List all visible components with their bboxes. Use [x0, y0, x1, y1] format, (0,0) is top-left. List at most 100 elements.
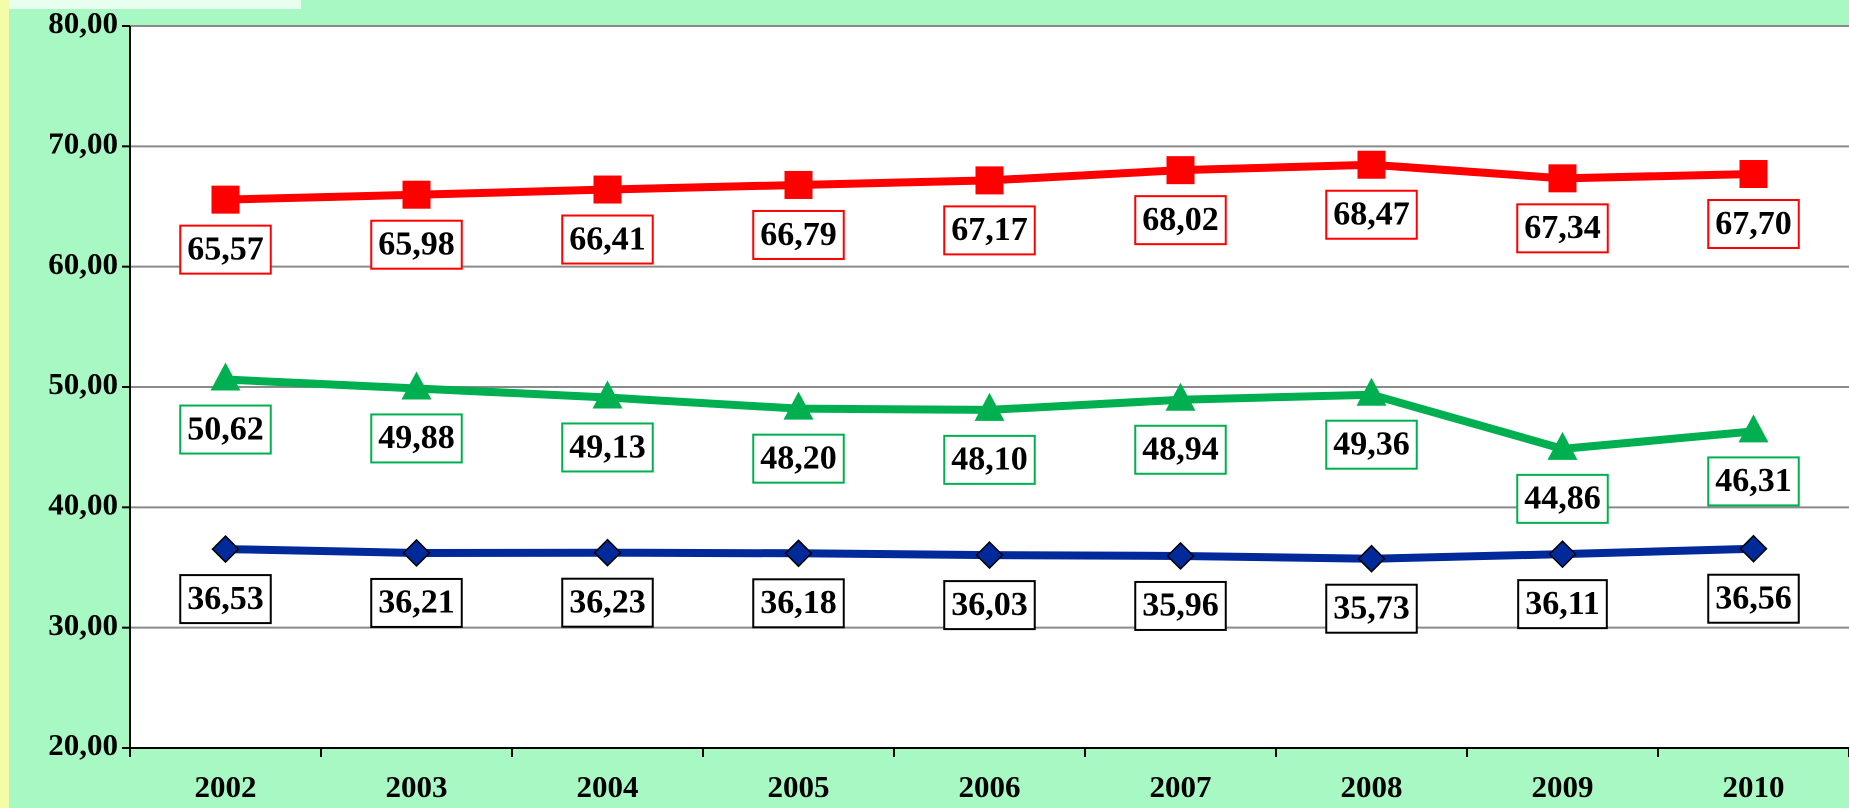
data-label: 66,79 — [760, 216, 837, 253]
data-label-box — [370, 413, 463, 464]
marker — [1165, 382, 1196, 411]
y-tick-label: 30,00 — [48, 607, 118, 642]
marker — [974, 392, 1005, 421]
data-label: 35,73 — [1333, 590, 1410, 627]
x-tick-label: 2002 — [195, 769, 257, 804]
x-tick-label: 2009 — [1532, 769, 1594, 804]
marker — [592, 380, 623, 409]
y-tick-label: 40,00 — [48, 486, 118, 521]
data-label-box — [943, 434, 1036, 485]
data-label-box — [370, 219, 463, 270]
data-label-box — [179, 224, 272, 275]
data-label-box — [1707, 456, 1800, 507]
data-label: 67,34 — [1524, 209, 1601, 246]
data-label-box — [561, 577, 654, 628]
y-tick-label: 80,00 — [48, 5, 118, 40]
marker — [975, 166, 1004, 195]
marker — [1166, 156, 1195, 185]
marker — [784, 170, 813, 199]
data-label-box — [943, 580, 1036, 631]
data-label: 65,98 — [378, 226, 455, 263]
y-tick-label: 50,00 — [48, 366, 118, 401]
marker — [1547, 431, 1578, 460]
data-label-box — [1325, 583, 1418, 634]
marker — [1738, 414, 1769, 443]
x-tick-label: 2007 — [1150, 769, 1212, 804]
data-label-box — [1707, 573, 1800, 624]
data-label-box — [943, 205, 1036, 256]
data-label: 44,86 — [1524, 480, 1601, 517]
x-tick-label: 2003 — [386, 769, 448, 804]
data-label-box — [179, 574, 272, 625]
y-tick-label: 70,00 — [48, 125, 118, 160]
data-label-box — [179, 404, 272, 455]
data-label: 49,13 — [569, 428, 646, 465]
data-label: 36,18 — [760, 584, 837, 621]
marker — [210, 362, 241, 391]
data-label-box — [752, 578, 845, 629]
marker — [401, 371, 432, 400]
data-label: 35,96 — [1142, 587, 1219, 624]
marker — [211, 185, 240, 214]
marker — [1166, 541, 1195, 571]
data-label-box — [1707, 199, 1800, 250]
marker — [975, 541, 1004, 570]
data-label-box — [1516, 203, 1609, 254]
data-label-box — [1134, 195, 1227, 246]
x-tick-label: 2006 — [959, 769, 1021, 804]
x-tick-label: 2010 — [1723, 769, 1785, 804]
data-label: 66,41 — [569, 220, 646, 257]
data-label-box — [561, 214, 654, 265]
data-label: 36,21 — [378, 584, 455, 621]
marker — [783, 391, 814, 420]
marker — [1739, 534, 1768, 563]
data-label: 48,94 — [1142, 431, 1219, 468]
marker — [593, 538, 622, 567]
x-tick-label: 2004 — [577, 769, 639, 804]
data-label: 36,56 — [1715, 580, 1792, 617]
data-label: 36,11 — [1525, 585, 1600, 622]
data-label-box — [561, 422, 654, 473]
data-label-box — [752, 433, 845, 484]
data-label: 49,36 — [1333, 425, 1410, 462]
marker — [1548, 540, 1577, 569]
x-tick-label: 2008 — [1341, 769, 1403, 804]
y-tick-label: 20,00 — [48, 727, 118, 762]
data-label: 49,88 — [378, 419, 455, 456]
data-label: 36,03 — [951, 586, 1028, 623]
y-tick-label: 60,00 — [48, 246, 118, 281]
data-label-box — [1134, 424, 1227, 475]
marker — [593, 175, 622, 204]
data-label: 65,57 — [187, 230, 264, 267]
data-label-box — [1516, 473, 1609, 524]
data-label-box — [1325, 419, 1418, 470]
data-label: 67,17 — [951, 211, 1028, 248]
top-strip — [9, 0, 301, 9]
data-label: 48,10 — [951, 441, 1028, 478]
marker — [402, 180, 431, 209]
data-label: 67,70 — [1715, 205, 1792, 242]
data-label: 36,53 — [187, 580, 264, 617]
marker — [402, 538, 431, 568]
left-strip — [0, 0, 9, 808]
data-label: 36,23 — [569, 583, 646, 620]
marker — [784, 539, 813, 568]
data-label-box — [752, 209, 845, 260]
data-label-box — [1134, 580, 1227, 631]
data-label-box — [1517, 579, 1608, 630]
marker — [1548, 164, 1577, 193]
data-label-box — [370, 577, 463, 628]
data-label: 48,20 — [760, 439, 837, 476]
x-tick-label: 2005 — [768, 769, 830, 804]
data-label: 68,02 — [1142, 201, 1219, 238]
marker — [1357, 150, 1386, 179]
marker — [1356, 377, 1387, 406]
marker — [1739, 160, 1768, 189]
marker — [1357, 544, 1386, 573]
data-label: 50,62 — [187, 410, 264, 447]
data-label: 68,47 — [1333, 196, 1410, 233]
marker — [211, 535, 240, 564]
data-label: 46,31 — [1715, 462, 1792, 499]
